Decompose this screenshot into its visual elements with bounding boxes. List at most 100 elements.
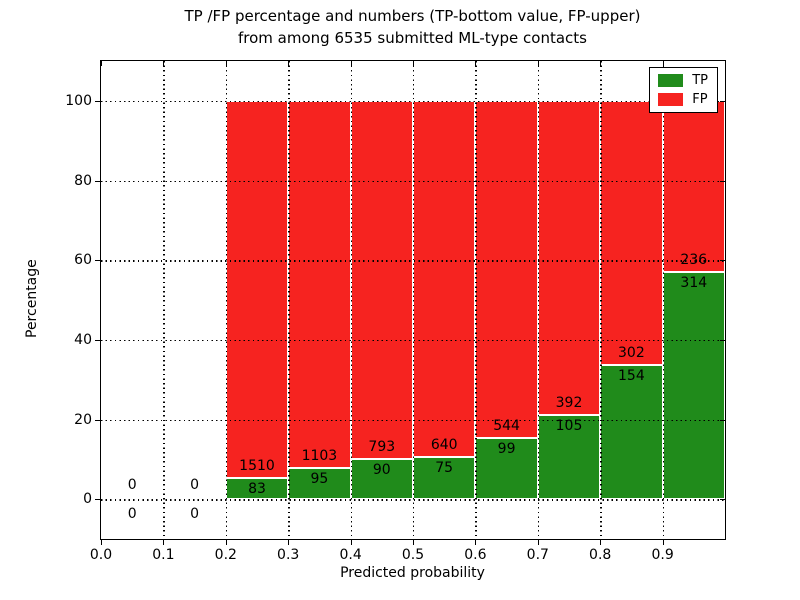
y-tick-right [720,100,725,102]
x-tick-top [662,61,664,66]
x-tick-label: 0.4 [339,547,362,563]
y-tick-label: 20 [74,411,92,428]
x-tick-top [225,61,227,66]
y-tick [95,339,101,341]
x-tick [225,539,227,545]
x-tick [475,539,477,545]
y-tick-label: 80 [74,172,92,189]
y-tick [95,180,101,182]
legend-entry-fp: FP [658,93,708,106]
y-tick [95,419,101,421]
tp-count-label: 314 [680,274,708,291]
tp-legend-patch [658,74,684,87]
tp-bar-segment [475,437,538,500]
x-tick-label: 0.0 [89,547,113,563]
x-tick [288,539,290,545]
x-tick [537,539,539,545]
fp-bar-segment [413,100,476,458]
x-gridline [600,61,602,539]
x-tick-label: 0.6 [464,547,487,563]
fp-count-label: 1510 [239,458,275,475]
tp-bar-segment [537,415,601,500]
x-tick-top [600,61,602,66]
tp-count-label: 99 [497,440,516,457]
x-gridline [537,61,540,539]
x-tick-top [475,61,477,66]
tp-bar-segment [662,271,725,500]
fp-count-label: 0 [190,477,200,494]
x-gridline [288,61,290,539]
legend-entry-tp: TP [658,74,708,87]
x-gridline [662,61,664,539]
fp-count-label: 640 [430,437,458,454]
y-tick-label: 60 [74,252,92,269]
plot-area: 0 20 40 60 80 100 0.0 0.1 0.2 0.3 0.4 0.5 0.6 0.7 0.8 0… [65,60,726,563]
x-tick-top [537,61,539,66]
y-tick [95,499,101,501]
grid-layer [101,61,725,539]
x-axis-label: Predicted probability [340,565,485,581]
ticks-layer: 0 20 40 60 80 100 0.0 0.1 0.2 0.3 0.4 0.5 0.6 0.7 0.8 0… [65,61,725,563]
fp-count-label: 1103 [301,447,338,464]
x-tick-label: 0.2 [214,547,237,563]
x-tick [662,539,664,545]
chart-title-line1: TP /FP percentage and numbers (TP-bottom… [184,7,641,25]
legend: TP FP [649,67,718,113]
x-gridline [350,61,352,539]
tp-count-label: 90 [372,461,391,478]
fp-count-label: 392 [555,395,583,411]
y-tick-label: 100 [65,92,92,109]
x-tick [101,539,102,545]
x-tick [350,539,352,545]
chart-title: TP /FP percentage and numbers (TP-bottom… [100,5,725,49]
y-tick-right [720,499,725,501]
legend-label: TP [692,73,708,88]
bars-layer [101,61,725,539]
tp-count-label: 105 [555,418,583,434]
tp-count-label: 83 [248,481,266,498]
y-tick [95,100,101,102]
y-axis-label: Percentage [24,259,40,339]
fp-legend-patch [658,93,684,106]
x-gridline [225,61,228,539]
legend-label: FP [692,92,708,107]
y-tick-right [720,419,725,421]
y-tick [95,260,101,262]
x-tick [163,539,165,545]
y-tick-right [720,180,725,182]
fp-bar-segment [225,100,289,479]
x-gridline [413,61,415,539]
x-tick-label: 0.7 [526,547,549,563]
y-tick-label: 40 [74,331,92,348]
tp-bar-segment [600,364,663,500]
fp-bar-segment [662,100,725,272]
fp-count-label: 544 [493,417,520,434]
x-gridline [475,61,477,539]
fp-bar-segment [475,100,538,438]
tp-count-label: 0 [127,506,137,523]
x-tick-label: 0.9 [651,547,674,563]
tp-count-label: 75 [435,460,454,477]
x-tick-label: 0.1 [152,547,175,563]
x-tick-label: 0.8 [589,547,612,563]
chart-title-line2: from among 6535 submitted ML-type contac… [238,29,587,47]
y-tick-label: 0 [83,491,92,508]
tp-count-label: 0 [190,506,200,523]
fp-count-label: 236 [680,251,708,268]
y-tick-right [720,260,725,262]
fp-count-label: 302 [618,344,645,361]
tp-bar-segment [288,467,351,500]
tp-count-label: 95 [310,470,329,487]
x-tick [600,539,602,545]
x-tick-top [101,61,102,66]
x-tick-label: 0.5 [401,547,425,563]
fp-bar-segment [288,100,351,468]
x-tick-top [413,61,414,66]
fp-count-label: 793 [368,438,396,455]
tp-count-label: 154 [618,367,645,384]
x-tick-top [350,61,352,66]
x-tick-label: 0.3 [277,547,300,563]
x-tick-top [163,61,165,66]
x-tick [413,539,414,545]
